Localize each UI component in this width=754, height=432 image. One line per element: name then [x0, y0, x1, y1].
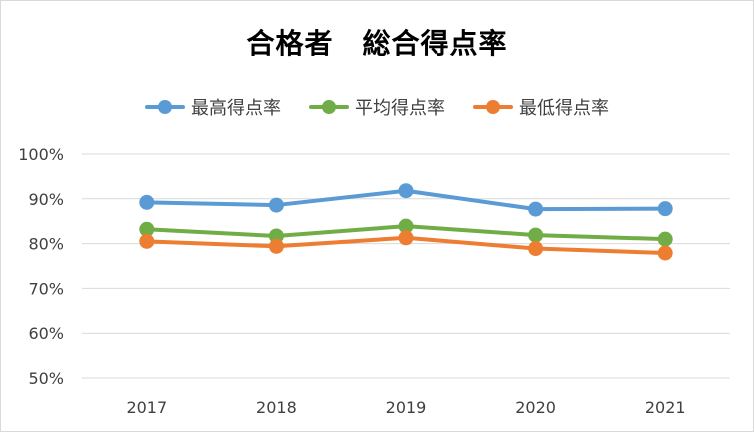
chart-title: 合格者 総合得点率	[246, 27, 508, 60]
data-point	[528, 201, 544, 217]
legend-swatch-max	[145, 100, 185, 114]
data-point	[268, 197, 284, 213]
x-tick-label: 2018	[256, 398, 297, 417]
data-point	[398, 230, 414, 246]
y-tick-label: 60%	[28, 324, 64, 343]
data-point	[528, 241, 544, 257]
legend-swatch-min	[473, 100, 513, 114]
legend-item-min: 最低得点率	[473, 94, 609, 120]
x-tick-label: 2021	[645, 398, 686, 417]
data-point	[657, 245, 673, 261]
legend-label-avg: 平均得点率	[355, 98, 445, 119]
data-point	[139, 233, 155, 249]
x-tick-label: 2020	[515, 398, 556, 417]
data-point	[268, 228, 284, 244]
data-point	[139, 221, 155, 237]
data-point	[268, 238, 284, 254]
y-tick-label: 90%	[28, 190, 64, 209]
x-tick-label: 2017	[126, 398, 167, 417]
legend-label-min: 最低得点率	[519, 98, 609, 119]
y-tick-label: 50%	[28, 369, 64, 388]
legend-item-max: 最高得点率	[145, 94, 281, 120]
data-point	[398, 183, 414, 199]
data-point	[657, 201, 673, 217]
legend-item-avg: 平均得点率	[309, 94, 445, 120]
legend-swatch-avg	[309, 100, 349, 114]
legend-label-max: 最高得点率	[191, 98, 281, 119]
y-tick-label: 70%	[28, 279, 64, 298]
x-tick-label: 2019	[386, 398, 427, 417]
data-point	[139, 194, 155, 210]
y-tick-label: 80%	[28, 235, 64, 254]
data-point	[528, 227, 544, 243]
legend: 最高得点率 平均得点率 最低得点率	[0, 94, 754, 120]
data-point	[398, 218, 414, 234]
y-tick-label: 100%	[18, 145, 64, 164]
data-point	[657, 231, 673, 247]
